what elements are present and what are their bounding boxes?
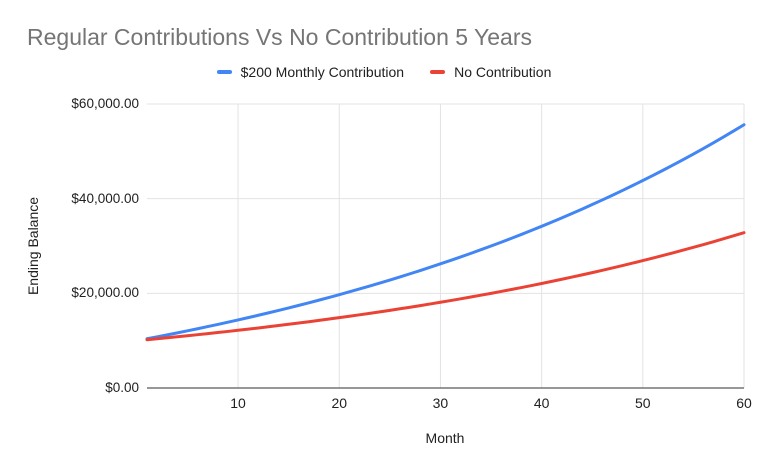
y-tick-label: $0.00 [105, 380, 139, 395]
x-tick-label: 40 [533, 395, 550, 411]
x-axis-title: Month [425, 430, 465, 446]
y-tick-label: $60,000.00 [71, 96, 139, 111]
legend-item-monthly-contribution: $200 Monthly Contribution [216, 64, 405, 80]
series-line-0 [145, 123, 746, 341]
legend-swatch-red-icon [430, 70, 446, 74]
series-line-1 [145, 231, 746, 342]
legend-label-no-contribution: No Contribution [454, 64, 552, 80]
y-tick-label: $20,000.00 [71, 285, 139, 301]
x-tick-label: 20 [331, 395, 348, 411]
x-tick-label: 30 [432, 395, 449, 411]
x-tick-label: 10 [230, 395, 246, 411]
x-tick-label: 60 [736, 395, 752, 411]
x-tick-label: 50 [635, 395, 651, 411]
legend-label-monthly-contribution: $200 Monthly Contribution [240, 64, 405, 80]
y-tick-label: $40,000.00 [71, 190, 139, 206]
legend-swatch-blue-icon [216, 70, 232, 74]
legend: $200 Monthly Contribution No Contributio… [0, 63, 768, 81]
legend-item-no-contribution: No Contribution [430, 64, 551, 80]
chart-title: Regular Contributions Vs No Contribution… [27, 24, 533, 50]
